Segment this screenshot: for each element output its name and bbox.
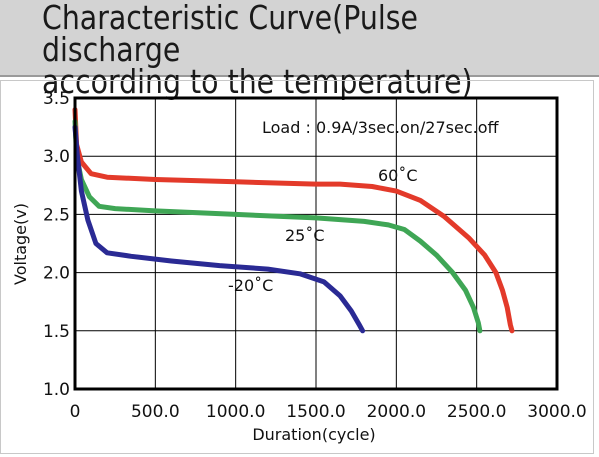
y-tick-label: 1.5 [43, 322, 70, 342]
y-tick-label: 3.0 [43, 147, 70, 167]
title-banner: Characteristic Curve(Pulse discharge acc… [0, 0, 599, 98]
x-tick-label: 1500.0 [286, 402, 345, 422]
series-label: 60˚C [378, 166, 418, 185]
y-tick-label: 3.5 [43, 89, 70, 109]
x-axis-label: Duration(cycle) [252, 425, 375, 444]
y-axis-label: Voltage(v) [11, 203, 30, 285]
chart-title: Characteristic Curve(Pulse discharge acc… [42, 0, 473, 101]
load-annotation: Load : 0.9A/3sec.on/27sec.off [262, 118, 500, 137]
series-line [72, 107, 515, 334]
series-line [72, 118, 483, 334]
chart-frame [0, 80, 594, 454]
series-lines [72, 107, 515, 334]
y-tick-label: 2.0 [43, 264, 70, 284]
x-tick-label: 0 [70, 402, 81, 422]
tick-labels: 0 500.0 1000.0 1500.0 2000.0 2500.0 3000.0 1.0 1… [43, 89, 587, 422]
x-tick-label: 2500.0 [447, 402, 506, 422]
series-line [72, 124, 366, 334]
x-tick-label: 3000.0 [527, 402, 586, 422]
plot-border [73, 96, 559, 391]
y-tick-label: 2.5 [43, 205, 70, 225]
x-tick-label: 500.0 [131, 402, 180, 422]
series-label: -20˚C [228, 276, 273, 295]
x-tick-label: 1000.0 [206, 402, 265, 422]
series-label: 25˚C [285, 226, 325, 245]
y-tick-label: 1.0 [43, 380, 70, 400]
x-tick-label: 2000.0 [367, 402, 426, 422]
